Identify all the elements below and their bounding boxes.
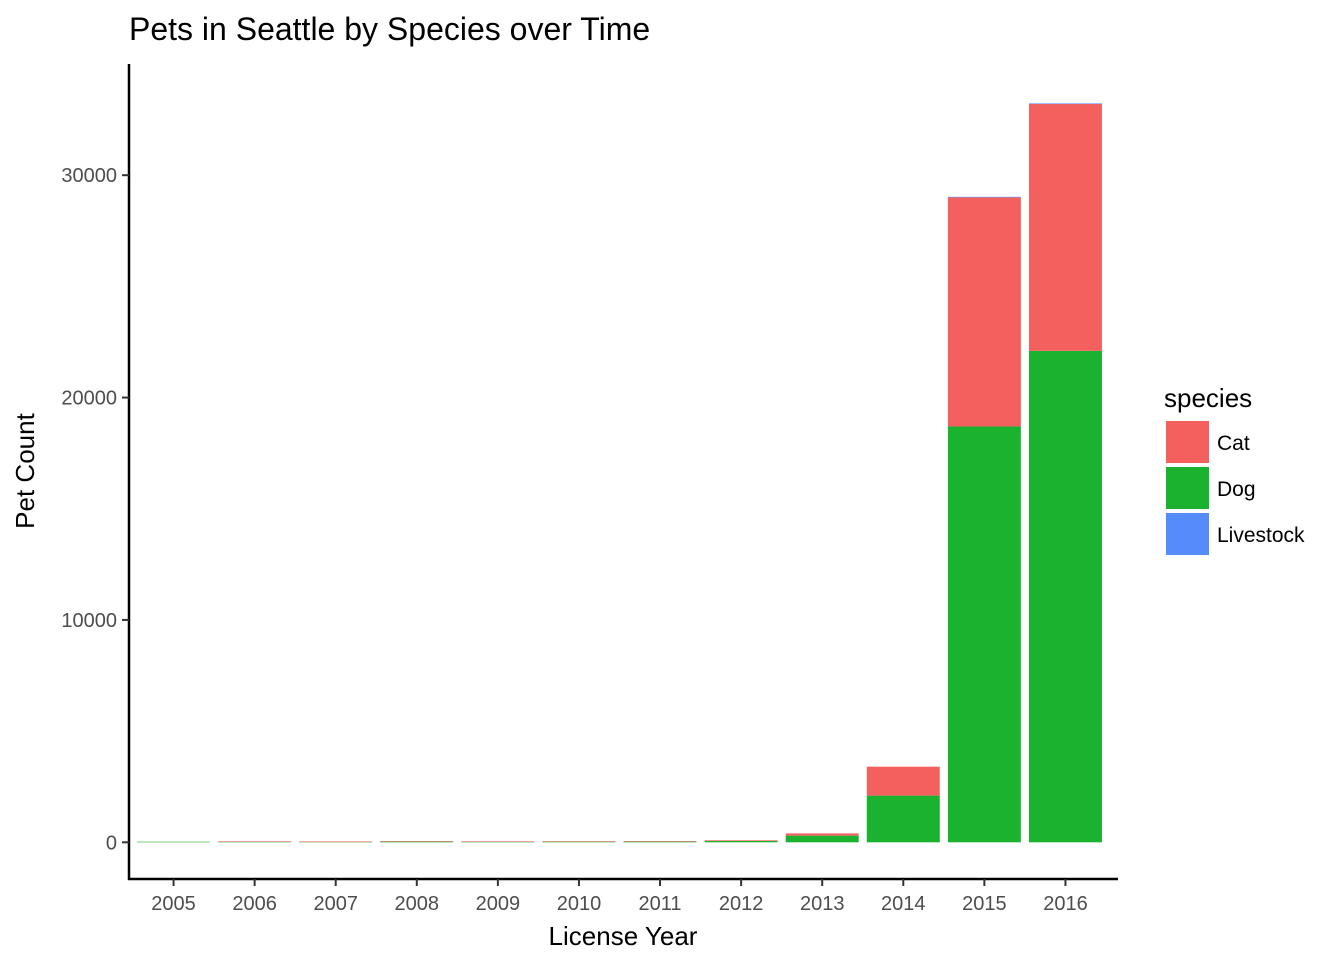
legend: species Cat Dog Livestock xyxy=(1164,383,1305,555)
bars-layer xyxy=(137,103,1102,843)
x-tick-label: 2013 xyxy=(800,893,845,915)
legend-label-dog: Dog xyxy=(1217,478,1256,501)
y-tick-label: 30000 xyxy=(61,165,117,187)
legend-label-livestock: Livestock xyxy=(1217,524,1305,547)
y-tick-label: 10000 xyxy=(61,610,117,632)
bar-dog-2006 xyxy=(218,841,292,843)
legend-key-livestock xyxy=(1166,513,1209,555)
bar-dog-2009 xyxy=(461,841,535,843)
x-tick-label: 2006 xyxy=(232,893,277,915)
x-tick-label: 2016 xyxy=(1043,893,1088,915)
bar-cat-2012 xyxy=(704,840,778,841)
chart-title: Pets in Seattle by Species over Time xyxy=(129,11,650,47)
bar-dog-2008 xyxy=(380,841,454,843)
x-tick-label: 2014 xyxy=(881,893,926,915)
x-axis-title: License Year xyxy=(549,921,698,951)
bar-cat-2009 xyxy=(461,841,535,842)
legend-items: Cat Dog Livestock xyxy=(1166,421,1305,555)
x-tick-label: 2007 xyxy=(313,893,358,915)
bar-dog-2005 xyxy=(137,841,211,843)
bar-cat-2011 xyxy=(623,841,697,842)
bar-dog-2012 xyxy=(704,840,778,843)
bar-dog-2010 xyxy=(542,841,616,843)
bar-cat-2010 xyxy=(542,841,616,842)
legend-label-cat: Cat xyxy=(1217,432,1250,455)
bar-cat-2014 xyxy=(866,766,940,796)
bar-cat-2015 xyxy=(947,197,1021,427)
bar-dog-2011 xyxy=(623,841,697,843)
legend-title: species xyxy=(1164,383,1252,413)
y-tick-label: 20000 xyxy=(61,388,117,410)
x-tick-label: 2008 xyxy=(395,893,440,915)
bar-cat-2007 xyxy=(299,841,373,843)
y-ticks-layer: 0 10000 20000 30000 xyxy=(61,165,129,854)
x-tick-label: 2015 xyxy=(962,893,1007,915)
bar-cat-2008 xyxy=(380,841,454,842)
x-ticks-layer: 2005 2006 2007 2008 2009 2010 2011 2012 2013 2014… xyxy=(151,879,1088,915)
bar-cat-2006 xyxy=(218,841,292,842)
bar-livestock-2016 xyxy=(1028,103,1102,105)
x-tick-label: 2009 xyxy=(476,893,521,915)
x-tick-label: 2010 xyxy=(557,893,602,915)
bar-cat-2016 xyxy=(1028,104,1102,351)
x-tick-label: 2005 xyxy=(151,893,196,915)
bar-dog-2016 xyxy=(1028,350,1102,843)
bar-dog-2015 xyxy=(947,426,1021,843)
y-tick-label: 0 xyxy=(106,832,117,854)
bar-livestock-2015 xyxy=(947,196,1021,198)
bar-cat-2013 xyxy=(785,833,859,836)
x-tick-label: 2011 xyxy=(639,893,682,915)
bar-dog-2013 xyxy=(785,835,859,843)
legend-key-dog xyxy=(1166,467,1209,509)
y-axis-title: Pet Count xyxy=(10,412,40,528)
bar-dog-2014 xyxy=(866,795,940,843)
x-tick-label: 2012 xyxy=(719,893,764,915)
legend-key-cat xyxy=(1166,421,1209,463)
